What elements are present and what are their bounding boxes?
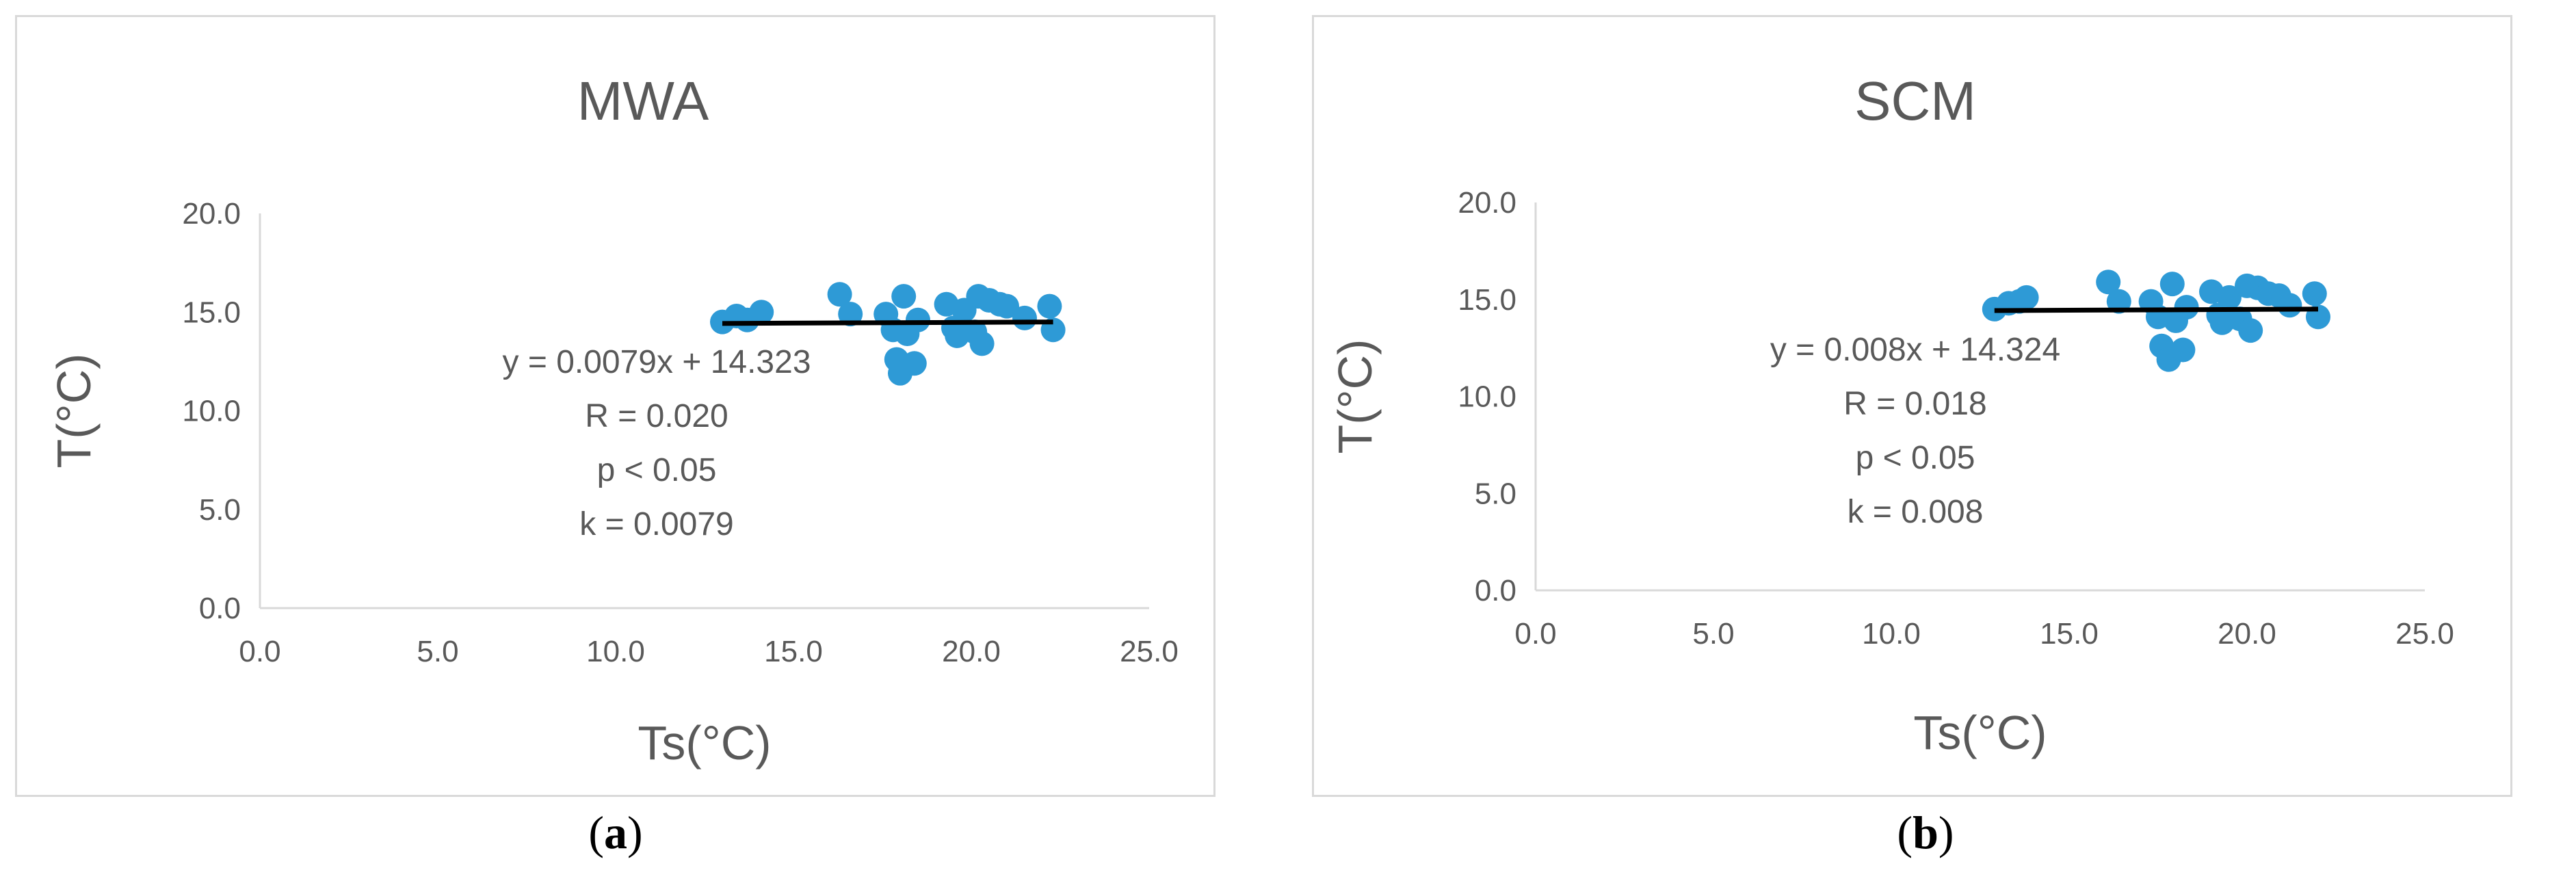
regression-annotation: R = 0.018 xyxy=(1843,386,1986,422)
caption-b-letter: b xyxy=(1913,806,1938,858)
x-tick-label: 0.0 xyxy=(1514,617,1556,651)
x-axis-label: Ts(°C) xyxy=(1913,706,2047,759)
data-point xyxy=(2302,281,2327,306)
data-point xyxy=(902,351,927,376)
chart-title: MWA xyxy=(577,70,709,131)
data-point xyxy=(1037,293,1062,319)
y-tick-label: 5.0 xyxy=(1475,477,1516,510)
x-axis-label: Ts(°C) xyxy=(638,716,771,770)
data-point xyxy=(838,302,863,327)
trendline xyxy=(722,319,1053,326)
data-point xyxy=(891,284,917,309)
y-tick-label: 10.0 xyxy=(182,395,241,428)
y-axis-label: T(°C) xyxy=(47,354,101,469)
data-point xyxy=(969,331,995,356)
data-point xyxy=(995,293,1019,319)
y-tick-label: 15.0 xyxy=(182,296,241,329)
y-tick-label: 0.0 xyxy=(199,592,241,625)
x-tick-label: 20.0 xyxy=(942,635,1001,668)
regression-annotation: k = 0.008 xyxy=(1848,494,1984,530)
data-point xyxy=(2096,270,2121,295)
caption-a-letter: a xyxy=(604,806,627,858)
y-tick-label: 20.0 xyxy=(182,197,241,231)
data-point xyxy=(906,307,930,332)
y-axis-label: T(°C) xyxy=(1328,339,1382,454)
y-tick-label: 5.0 xyxy=(199,493,241,527)
regression-annotation: p < 0.05 xyxy=(1856,440,1975,476)
data-point xyxy=(2170,337,2196,363)
data-point xyxy=(2174,295,2199,320)
x-tick-label: 15.0 xyxy=(764,635,823,668)
x-tick-label: 0.0 xyxy=(239,635,280,668)
data-point xyxy=(2014,285,2039,310)
regression-annotation: y = 0.0079x + 14.323 xyxy=(502,344,811,380)
data-point xyxy=(2277,293,2302,318)
x-tick-label: 10.0 xyxy=(586,635,645,668)
caption-b: (b) xyxy=(1897,806,1954,858)
y-tick-label: 15.0 xyxy=(1458,283,1516,317)
y-tick-label: 0.0 xyxy=(1475,574,1516,607)
data-point xyxy=(2217,285,2242,310)
chart-panel-a xyxy=(15,15,1215,797)
x-tick-label: 10.0 xyxy=(1862,617,1921,651)
y-tick-label: 20.0 xyxy=(1458,186,1516,220)
x-tick-label: 5.0 xyxy=(1692,617,1734,651)
x-tick-label: 25.0 xyxy=(2395,617,2454,651)
regression-annotation: R = 0.020 xyxy=(585,398,728,434)
chart-title: SCM xyxy=(1854,70,1976,131)
trendline xyxy=(1994,306,2319,313)
y-tick-label: 10.0 xyxy=(1458,380,1516,414)
x-tick-label: 20.0 xyxy=(2218,617,2276,651)
data-point xyxy=(2106,289,2131,314)
x-tick-label: 5.0 xyxy=(417,635,458,668)
regression-annotation: p < 0.05 xyxy=(597,452,717,488)
data-point xyxy=(827,282,852,307)
x-tick-label: 15.0 xyxy=(2040,617,2099,651)
data-point xyxy=(749,300,774,325)
x-tick-label: 25.0 xyxy=(1120,635,1179,668)
caption-a: (a) xyxy=(588,806,643,858)
chart-panel-b xyxy=(1312,15,2512,797)
regression-annotation: k = 0.0079 xyxy=(579,506,734,542)
data-point xyxy=(2238,318,2263,343)
data-point xyxy=(2159,272,2185,297)
regression-annotation: y = 0.008x + 14.324 xyxy=(1770,332,2060,368)
